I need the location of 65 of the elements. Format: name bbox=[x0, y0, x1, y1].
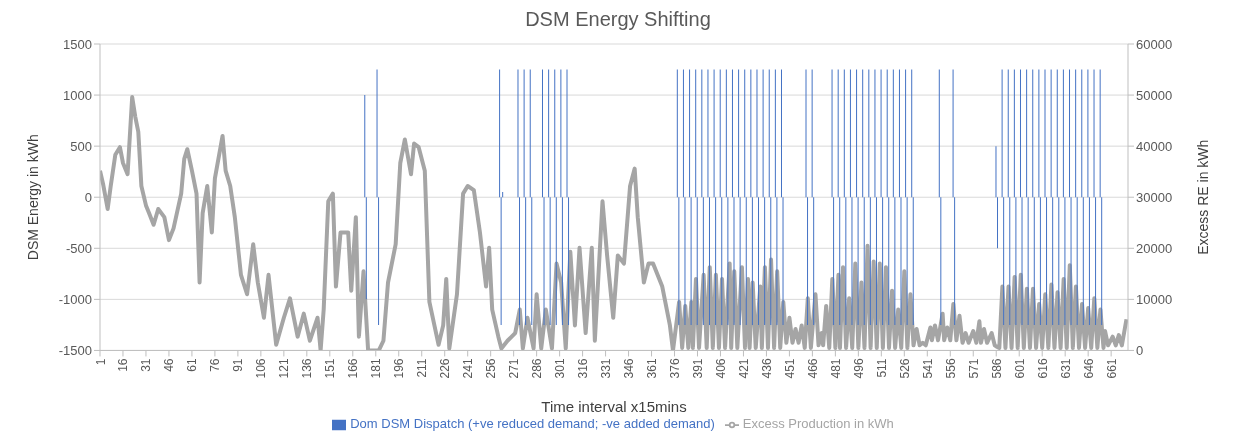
x-tick-label: 556 bbox=[943, 358, 958, 379]
y-tick-label: 500 bbox=[70, 138, 92, 154]
x-tick-label: 451 bbox=[782, 358, 797, 379]
y-axis-title: DSM Energy in kWh bbox=[24, 134, 41, 261]
x-tick-label: 286 bbox=[530, 358, 545, 379]
y-tick-label: 0 bbox=[84, 189, 92, 205]
x-tick-label: 91 bbox=[231, 358, 246, 372]
y-tick-label: 1500 bbox=[63, 36, 92, 52]
x-tick-label: 1 bbox=[93, 358, 108, 366]
y2-tick-label: 40000 bbox=[1136, 138, 1173, 154]
x-tick-label: 241 bbox=[461, 358, 476, 379]
x-tick-label: 151 bbox=[323, 358, 338, 379]
y2-axis-title: Excess RE in kWh bbox=[1194, 139, 1211, 255]
x-tick-label: 601 bbox=[1012, 358, 1027, 379]
x-tick-label: 361 bbox=[645, 358, 660, 379]
x-tick-label: 196 bbox=[392, 358, 407, 379]
x-tick-label: 61 bbox=[185, 358, 200, 372]
x-tick-label: 376 bbox=[668, 358, 683, 379]
y2-tick-label: 60000 bbox=[1136, 36, 1173, 52]
legend-label: Dom DSM Dispatch (+ve reduced demand; -ve added demand) bbox=[350, 416, 715, 432]
y-tick-label: -500 bbox=[65, 240, 92, 256]
x-tick-label: 76 bbox=[208, 358, 223, 372]
y-tick-label: -1000 bbox=[58, 291, 92, 307]
x-tick-label: 631 bbox=[1058, 358, 1073, 379]
x-tick-label: 331 bbox=[599, 358, 614, 379]
x-tick-label: 316 bbox=[576, 358, 591, 379]
x-tick-label: 301 bbox=[553, 358, 568, 379]
x-tick-label: 511 bbox=[874, 358, 889, 378]
x-axis-title: Time interval x15mins bbox=[541, 398, 687, 416]
x-tick-label: 661 bbox=[1104, 358, 1119, 379]
x-tick-label: 436 bbox=[759, 358, 774, 379]
x-tick-label: 211 bbox=[415, 358, 430, 378]
x-tick-label: 466 bbox=[805, 358, 820, 379]
y-tick-label: 1000 bbox=[63, 87, 92, 103]
x-tick-label: 616 bbox=[1035, 358, 1050, 379]
x-tick-label: 421 bbox=[736, 358, 751, 379]
x-tick-label: 166 bbox=[346, 358, 361, 379]
x-tick-label: 256 bbox=[484, 358, 499, 379]
x-tick-label: 571 bbox=[966, 358, 981, 379]
x-tick-label: 346 bbox=[622, 358, 637, 379]
x-tick-label: 406 bbox=[714, 358, 728, 379]
x-tick-label: 46 bbox=[162, 358, 177, 372]
y2-tick-label: 30000 bbox=[1136, 189, 1173, 205]
legend-label: Excess Production in kWh bbox=[742, 416, 894, 432]
x-tick-label: 106 bbox=[254, 358, 269, 379]
x-tick-label: 31 bbox=[139, 358, 154, 372]
x-tick-label: 121 bbox=[277, 358, 292, 379]
y2-tick-label: 10000 bbox=[1136, 291, 1173, 307]
y2-tick-label: 0 bbox=[1136, 343, 1144, 359]
x-tick-label: 541 bbox=[920, 358, 935, 379]
x-tick-label: 136 bbox=[300, 358, 315, 379]
y2-tick-label: 20000 bbox=[1136, 240, 1173, 256]
x-tick-label: 181 bbox=[369, 358, 384, 379]
x-tick-label: 526 bbox=[897, 358, 912, 379]
x-tick-label: 391 bbox=[691, 358, 706, 379]
x-tick-label: 226 bbox=[438, 358, 453, 379]
y2-tick-label: 50000 bbox=[1136, 87, 1173, 103]
x-tick-label: 586 bbox=[989, 358, 1004, 379]
x-tick-label: 481 bbox=[828, 358, 843, 379]
x-tick-label: 271 bbox=[507, 358, 522, 379]
x-tick-label: 16 bbox=[116, 358, 131, 372]
x-tick-label: 496 bbox=[851, 358, 866, 379]
x-tick-label: 646 bbox=[1081, 358, 1096, 379]
chart-title: DSM Energy Shifting bbox=[524, 8, 712, 32]
y-tick-label: -1500 bbox=[58, 343, 92, 359]
